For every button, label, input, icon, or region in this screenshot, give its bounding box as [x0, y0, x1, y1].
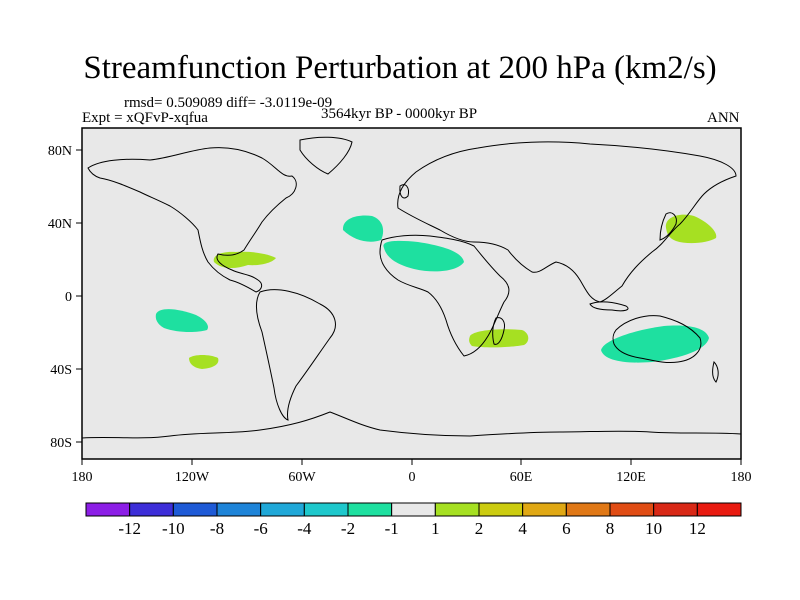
lon-label-120w: 120W	[175, 470, 210, 485]
anomaly-positive-madagascar	[469, 329, 529, 348]
coast-greenland	[299, 136, 353, 175]
colorbar-box-5	[303, 502, 349, 517]
colorbar-box-14	[696, 502, 742, 517]
colorbar-box-9	[478, 502, 524, 517]
lat-label-40n: 40N	[48, 217, 72, 232]
lon-label-120e: 120E	[616, 470, 646, 485]
colorbar-label: -4	[297, 519, 312, 538]
colorbar-label: 1	[431, 519, 440, 538]
coast-south-america	[255, 289, 336, 421]
anomaly-positive-south-pacific-small	[189, 355, 219, 369]
lat-label-40s: 40S	[50, 363, 72, 378]
anomaly-positive-caribbean	[213, 251, 276, 269]
colorbar-label: -1	[385, 519, 399, 538]
coastlines	[81, 136, 742, 439]
longitude-axis: 180 120W 60W 0 60E 120E 180	[72, 459, 752, 485]
anomaly-negative-australia	[601, 325, 709, 363]
coast-indonesia	[589, 301, 629, 312]
colorbar-box-4	[260, 502, 305, 517]
anomaly-negative-north-africa	[383, 240, 464, 272]
colorbar-box-1	[129, 502, 174, 517]
colorbar-label: 4	[518, 519, 527, 538]
colorbar-label: -2	[341, 519, 355, 538]
lon-label-180w: 180	[72, 470, 93, 485]
map-background	[82, 128, 741, 459]
coast-africa	[379, 234, 510, 357]
stats-text: rmsd= 0.509089 diff= -3.0119e-09	[124, 95, 333, 111]
lat-label-80s: 80S	[50, 436, 72, 451]
coast-madagascar	[492, 317, 505, 345]
colorbar-label: -10	[162, 519, 185, 538]
colorbar-box-2	[172, 502, 218, 517]
coast-australia	[612, 315, 702, 363]
colorbar-box-12	[609, 502, 655, 517]
colorbar-label: 8	[606, 519, 615, 538]
experiment-label: Expt = xQFvP-xqfua	[82, 110, 208, 126]
anomaly-positive-japan	[665, 214, 717, 244]
colorbar-label: -12	[118, 519, 141, 538]
colorbar-box-11	[565, 502, 611, 517]
colorbar-box-8	[434, 502, 480, 517]
lon-label-180e: 180	[731, 470, 752, 485]
lat-label-0: 0	[65, 290, 72, 305]
lon-label-0: 0	[409, 470, 416, 485]
lon-label-60e: 60E	[510, 470, 533, 485]
colorbar-box-3	[216, 502, 262, 517]
colorbar-box-0	[85, 502, 131, 517]
anomaly-negative-atlantic	[342, 215, 384, 242]
coast-eurasia	[397, 141, 737, 303]
map-title: Streamfunction Perturbation at 200 hPa (…	[83, 50, 717, 86]
coast-japan	[659, 212, 677, 241]
colorbar-box-7	[391, 502, 436, 517]
colorbar-label: 2	[475, 519, 484, 538]
colorbar-label: 12	[689, 519, 706, 538]
lon-label-60w: 60W	[288, 470, 316, 485]
coast-antarctica	[81, 411, 742, 439]
period-label: 3564kyr BP - 0000kyr BP	[321, 106, 478, 122]
coast-new-zealand	[712, 361, 719, 383]
latitude-axis: 80N 40N 0 40S 80S	[48, 144, 82, 451]
colorbar-box-6	[347, 502, 393, 517]
colorbar: -12 -10 -8 -6 -4 -2 -1 1 2 4 6 8 10 12	[85, 502, 742, 538]
coast-north-america	[87, 147, 297, 293]
season-label: ANN	[707, 110, 740, 126]
coast-british-isles	[399, 184, 409, 199]
colorbar-label: -8	[210, 519, 224, 538]
colorbar-label: 6	[562, 519, 571, 538]
colorbar-label: -6	[254, 519, 268, 538]
colorbar-box-13	[653, 502, 698, 517]
colorbar-label: 10	[645, 519, 662, 538]
colorbar-box-10	[522, 502, 567, 517]
anomaly-regions	[155, 214, 717, 369]
anomaly-negative-south-pacific	[155, 309, 208, 333]
lat-label-80n: 80N	[48, 144, 72, 159]
